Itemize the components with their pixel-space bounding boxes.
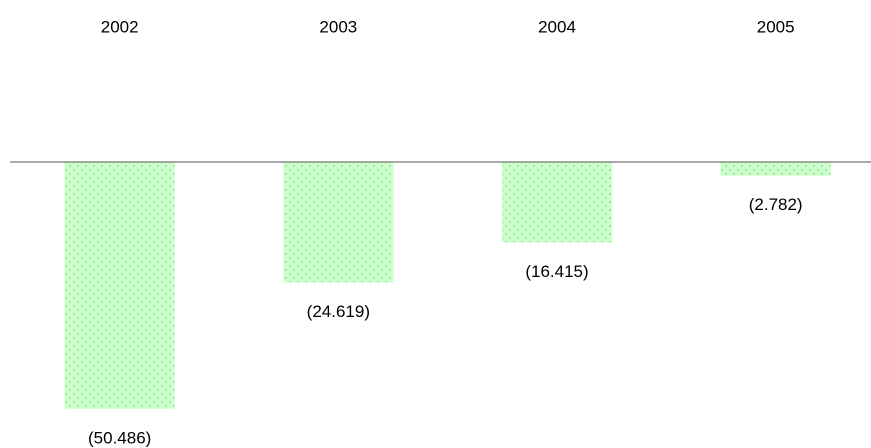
data-label: (16.415) xyxy=(525,262,588,281)
bar xyxy=(283,162,394,283)
bar xyxy=(64,162,175,409)
category-label: 2004 xyxy=(538,17,576,36)
category-label: 2005 xyxy=(757,17,795,36)
category-label: 2003 xyxy=(319,17,357,36)
data-label: (24.619) xyxy=(307,302,370,321)
bar xyxy=(502,162,613,243)
bar xyxy=(720,162,831,176)
data-label: (2.782) xyxy=(749,195,803,214)
data-label: (50.486) xyxy=(88,428,151,447)
category-label: 2002 xyxy=(101,17,139,36)
